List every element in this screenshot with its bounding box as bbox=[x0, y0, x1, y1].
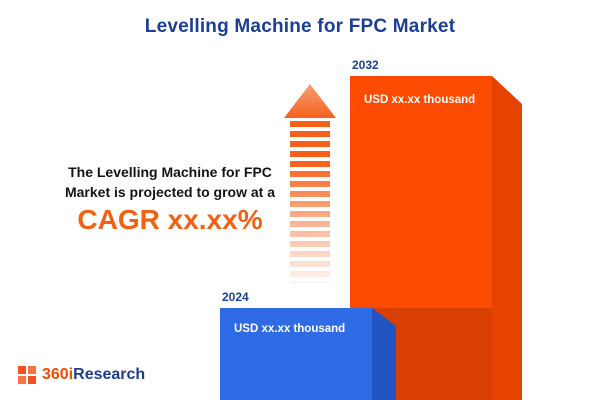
bar-2032-side-face bbox=[492, 76, 522, 400]
page-title: Levelling Machine for FPC Market bbox=[144, 16, 456, 37]
bar-2032-year-label: 2032 bbox=[352, 58, 379, 72]
bar-2024 bbox=[220, 308, 372, 400]
logo-square bbox=[18, 366, 26, 374]
bar-2024-value-label: USD xx.xx thousand bbox=[234, 323, 346, 335]
bar-2032-value-label: USD xx.xx thousand bbox=[364, 94, 476, 106]
logo-square bbox=[28, 376, 36, 384]
brand-logo: 360iResearch bbox=[18, 366, 145, 384]
logo-square bbox=[18, 376, 26, 384]
growth-arrow-icon bbox=[284, 84, 336, 118]
logo-text: 360iResearch bbox=[42, 366, 145, 384]
logo-text-prefix: 360i bbox=[42, 366, 74, 383]
growth-arrow-fade bbox=[288, 121, 332, 284]
annotation-line2: Market is projected to grow at a bbox=[64, 184, 276, 200]
annotation-line1: The Levelling Machine for FPC bbox=[68, 164, 272, 180]
bar-2024-year-label: 2024 bbox=[222, 290, 249, 304]
logo-icon bbox=[18, 366, 36, 384]
logo-text-suffix: Research bbox=[73, 366, 146, 383]
logo-square bbox=[28, 366, 36, 374]
annotation-block: The Levelling Machine for FPC Market is … bbox=[20, 162, 320, 235]
cagr-text: CAGR xx.xx% bbox=[77, 204, 263, 235]
bar-2024-side-face bbox=[372, 308, 396, 400]
